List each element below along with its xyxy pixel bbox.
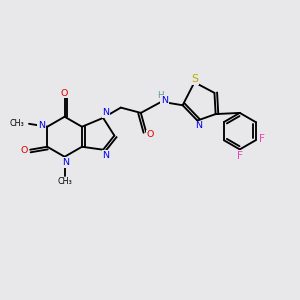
Text: CH₃: CH₃ [57, 177, 72, 186]
Text: O: O [21, 146, 28, 155]
Text: N: N [103, 151, 110, 160]
Text: F: F [259, 134, 265, 144]
Text: N: N [195, 122, 202, 130]
Text: O: O [61, 89, 68, 98]
Text: CH₃: CH₃ [10, 119, 25, 128]
Text: N: N [62, 158, 69, 167]
Text: S: S [191, 74, 198, 84]
Text: H: H [157, 91, 163, 100]
Text: N: N [38, 121, 45, 130]
Text: F: F [237, 151, 243, 161]
Text: N: N [161, 96, 168, 105]
Text: N: N [103, 108, 110, 117]
Text: O: O [147, 130, 154, 140]
